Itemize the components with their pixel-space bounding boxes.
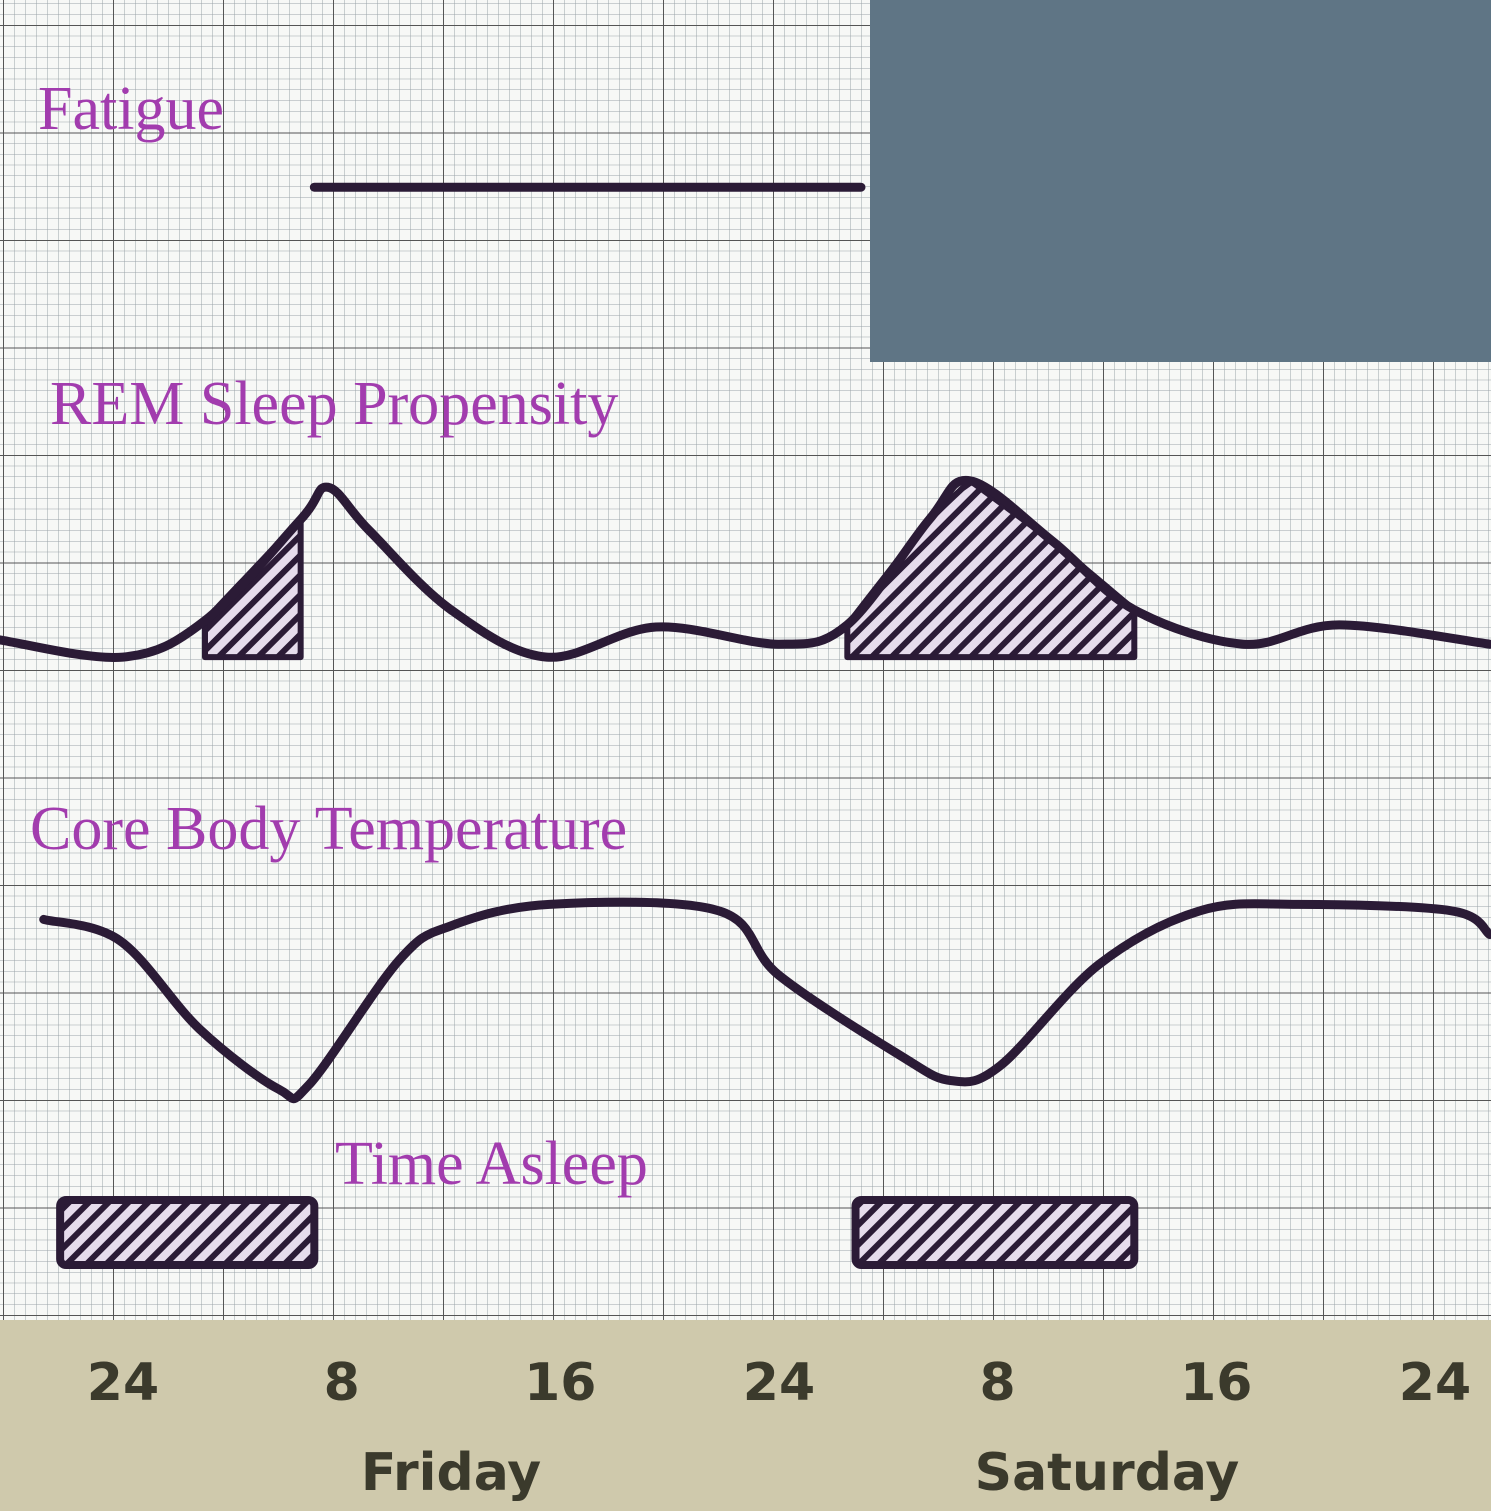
x-tick-label: 8 [980,1353,1016,1413]
series-label: Time Asleep [335,1130,648,1198]
day-label: Friday [361,1443,541,1503]
series-line [0,475,1491,662]
sleep-bar [56,1196,319,1269]
series-label: REM Sleep Propensity [50,370,618,438]
x-tick-label: 24 [743,1353,815,1413]
x-tick-label: 24 [87,1353,159,1413]
x-tick-label: 8 [324,1353,360,1413]
sleep-bar [851,1196,1139,1269]
x-tick-label: 24 [1399,1353,1471,1413]
day-label: Saturday [975,1443,1240,1503]
x-tick-label: 16 [1180,1353,1252,1413]
series-line [39,897,1491,1104]
series-label: Core Body Temperature [30,795,627,863]
x-tick-label: 16 [524,1353,596,1413]
axis-strip [0,1320,1491,1511]
series-label: Fatigue [38,75,224,143]
corner-panel [870,0,1491,362]
